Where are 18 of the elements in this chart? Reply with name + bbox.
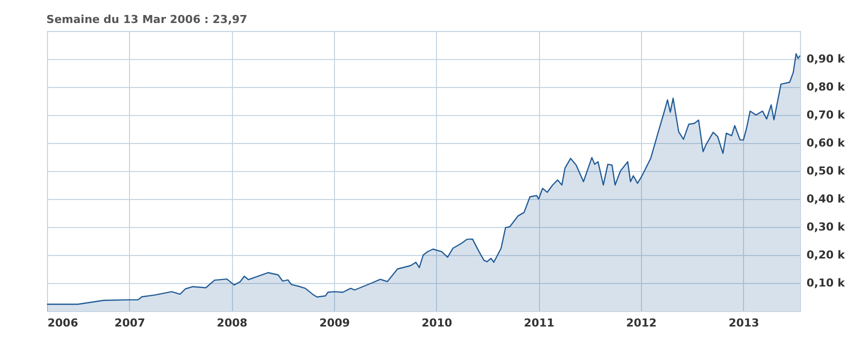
y-tick-label: 0,20 k: [806, 248, 846, 262]
x-tick-label: 2013: [728, 316, 760, 330]
x-tick-label: 2011: [524, 316, 554, 330]
y-tick-label: 0,90 k: [806, 52, 846, 66]
y-tick-label: 0,60 k: [806, 136, 846, 150]
y-tick-label: 0,10 k: [806, 276, 846, 290]
y-tick-label: 0,30 k: [806, 220, 846, 234]
y-tick-label: 0,50 k: [806, 164, 846, 178]
y-tick-label: 0,70 k: [806, 108, 846, 122]
y-tick-label: 0,40 k: [806, 192, 846, 206]
y-tick-label: 0,80 k: [806, 80, 846, 94]
x-tick-label: 2009: [319, 316, 350, 330]
x-tick-label: 2006: [48, 316, 78, 330]
x-tick-label: 2012: [626, 316, 657, 330]
x-tick-label: 2007: [114, 316, 146, 330]
x-tick-label: 2008: [216, 316, 248, 330]
x-tick-label: 2010: [422, 316, 453, 330]
chart-title: Semaine du 13 Mar 2006 : 23,97: [46, 13, 248, 26]
